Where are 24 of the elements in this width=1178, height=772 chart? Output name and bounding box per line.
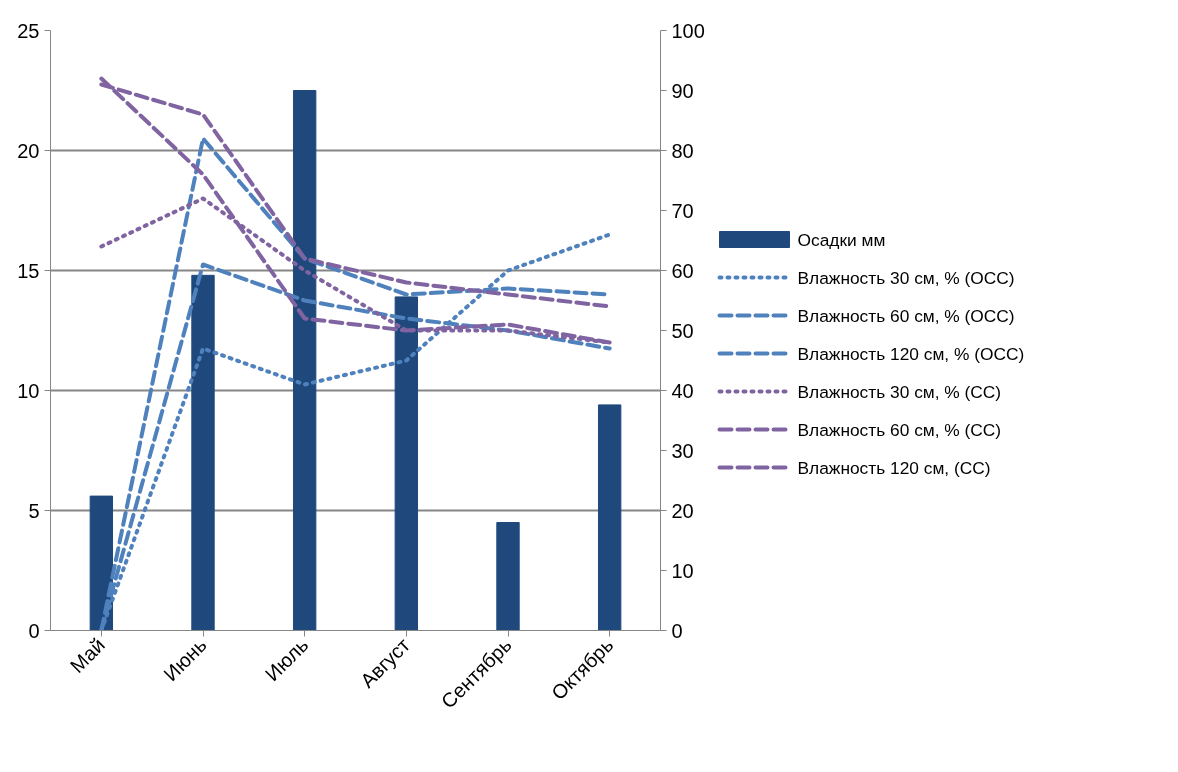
- legend-label: Осадки мм: [797, 229, 886, 250]
- y2-tick-label: 40: [671, 379, 694, 402]
- legend-label: Влажность 30 см, % (ОСС): [797, 267, 1015, 288]
- y2-tick-label: 60: [671, 259, 694, 282]
- y2-tick-label: 10: [671, 559, 694, 582]
- y2-tick-label: 50: [671, 319, 694, 342]
- legend-label: Влажность 120 см, % (ОСС): [797, 343, 1025, 364]
- y2-tick-label: 20: [671, 499, 694, 522]
- legend-label: Влажность 60 см, % (СС): [797, 419, 1002, 440]
- y2-tick-label: 100: [671, 19, 705, 42]
- legend-label: Влажность 120 см, (СС): [797, 457, 991, 478]
- y-tick-label: 15: [17, 259, 40, 282]
- y-tick-label: 0: [28, 619, 40, 642]
- y2-tick-label: 90: [671, 79, 694, 102]
- y-tick-label: 10: [17, 379, 40, 402]
- y-tick-label: 25: [17, 19, 40, 42]
- y-tick-label: 5: [28, 499, 40, 522]
- legend-label: Влажность 60 см, % (ОСС): [797, 305, 1015, 326]
- y-tick-label: 20: [17, 139, 40, 162]
- y2-tick-label: 30: [671, 439, 694, 462]
- y2-tick-label: 70: [671, 199, 694, 222]
- y2-tick-label: 0: [671, 619, 683, 642]
- y2-tick-label: 80: [671, 139, 694, 162]
- legend-label: Влажность 30 см, % (СС): [797, 381, 1002, 402]
